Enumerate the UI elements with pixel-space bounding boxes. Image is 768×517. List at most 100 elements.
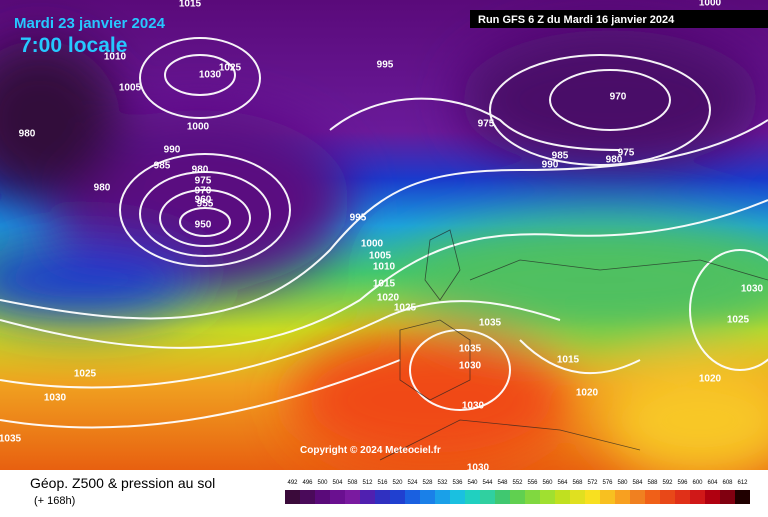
scale-label: 612 <box>737 480 748 486</box>
scale-swatch <box>405 490 420 504</box>
isobar-label: 970 <box>610 92 627 103</box>
scale-label: 604 <box>707 480 718 486</box>
scale-swatch <box>345 490 360 504</box>
scale-swatch <box>720 490 735 504</box>
scale-swatch <box>540 490 555 504</box>
scale-label: 548 <box>497 480 508 486</box>
date-title: Mardi 23 janvier 2024 <box>14 15 166 32</box>
isobar-label: 995 <box>350 213 367 224</box>
copyright: Copyright © 2024 Meteociel.fr <box>300 445 441 456</box>
scale-label: 596 <box>677 480 688 486</box>
scale-swatch <box>315 490 330 504</box>
scale-swatch <box>705 490 720 504</box>
scale-swatch <box>450 490 465 504</box>
isobar-label: 970 <box>195 186 212 197</box>
scale-swatch <box>360 490 375 504</box>
map-area <box>0 0 768 470</box>
isobar-label: 980 <box>94 183 111 194</box>
isobar-label: 1015 <box>557 355 580 366</box>
scale-swatch <box>600 490 615 504</box>
run-box <box>470 10 768 28</box>
isobar-label: 1035 <box>459 344 482 355</box>
isobar-label: 980 <box>606 155 623 166</box>
scale-label: 584 <box>632 480 643 486</box>
scale-label: 580 <box>617 480 628 486</box>
isobar-label: 1025 <box>74 369 97 380</box>
isobar-label: 985 <box>552 151 569 162</box>
isobar-label: 1025 <box>727 315 750 326</box>
scale-swatch <box>630 490 645 504</box>
scale-label: 512 <box>362 480 373 486</box>
isobar-label: 975 <box>478 119 495 130</box>
isobar-label: 1030 <box>44 393 67 404</box>
isobar-label: 950 <box>195 220 212 231</box>
isobar-label: 1015 <box>373 279 396 290</box>
isobar-label: 975 <box>195 176 212 187</box>
isobar-label: 1010 <box>104 52 127 63</box>
scale-label: 592 <box>662 480 673 486</box>
scale-swatch <box>615 490 630 504</box>
scale-label: 608 <box>722 480 733 486</box>
scale-label: 536 <box>452 480 463 486</box>
scale-swatch <box>420 490 435 504</box>
scale-swatch <box>300 490 315 504</box>
isobar-label: 980 <box>192 165 209 176</box>
isobar-label: 1020 <box>576 388 599 399</box>
scale-label: 576 <box>602 480 613 486</box>
scale-label: 540 <box>467 480 478 486</box>
isobar-label: 1030 <box>199 70 222 81</box>
footer-subtitle: (+ 168h) <box>34 495 75 507</box>
isobar-label: 1030 <box>459 361 482 372</box>
scale-label: 564 <box>557 480 568 486</box>
color-scale: 492 496 500 504 508 512 516 520 524 528 532 536 540 5… <box>285 480 750 504</box>
scale-label: 520 <box>392 480 403 486</box>
isobar-label: 990 <box>164 145 181 156</box>
isobar-label: 1035 <box>0 434 22 445</box>
scale-swatch <box>585 490 600 504</box>
isobar-label: 1020 <box>377 293 400 304</box>
footer-title: Géop. Z500 & pression au sol <box>30 475 215 491</box>
scale-label: 504 <box>332 480 343 486</box>
scale-label: 572 <box>587 480 598 486</box>
scale-swatch <box>465 490 480 504</box>
scale-swatch <box>690 490 705 504</box>
isobar-label: 1030 <box>467 463 490 474</box>
isobar-label: 955 <box>197 199 214 210</box>
scale-label: 496 <box>302 480 313 486</box>
scale-swatch <box>330 490 345 504</box>
run-info: Run GFS 6 Z du Mardi 16 janvier 2024 <box>478 14 675 26</box>
isobar-label: 1035 <box>479 318 502 329</box>
scale-label: 532 <box>437 480 448 486</box>
isobar-label: 1025 <box>394 303 417 314</box>
isobar-label: 1030 <box>741 284 764 295</box>
isobar-label: 1010 <box>373 262 396 273</box>
scale-label: 492 <box>287 480 298 486</box>
isobar-label: 1000 <box>699 0 722 9</box>
isobar-label: 1005 <box>369 251 392 262</box>
isobar-label: 1000 <box>187 122 210 133</box>
scale-label: 556 <box>527 480 538 486</box>
isobar-label: 1005 <box>119 83 142 94</box>
scale-swatch <box>390 490 405 504</box>
scale-label: 588 <box>647 480 658 486</box>
isobar-label: 1000 <box>361 239 384 250</box>
isobar-label: 1030 <box>462 401 485 412</box>
isobar-label: 1015 <box>179 0 202 10</box>
time-title: 7:00 locale <box>20 34 127 57</box>
scale-swatch <box>480 490 495 504</box>
scale-swatch <box>735 490 750 504</box>
scale-swatch <box>285 490 300 504</box>
scale-label: 500 <box>317 480 328 486</box>
scale-swatch <box>510 490 525 504</box>
scale-label: 508 <box>347 480 358 486</box>
scale-label: 600 <box>692 480 703 486</box>
scale-swatch <box>495 490 510 504</box>
scale-swatch <box>645 490 660 504</box>
scale-swatch <box>375 490 390 504</box>
scale-label: 516 <box>377 480 388 486</box>
scale-swatch <box>660 490 675 504</box>
isobar-label: 1020 <box>699 374 722 385</box>
isobar-label: 980 <box>19 129 36 140</box>
